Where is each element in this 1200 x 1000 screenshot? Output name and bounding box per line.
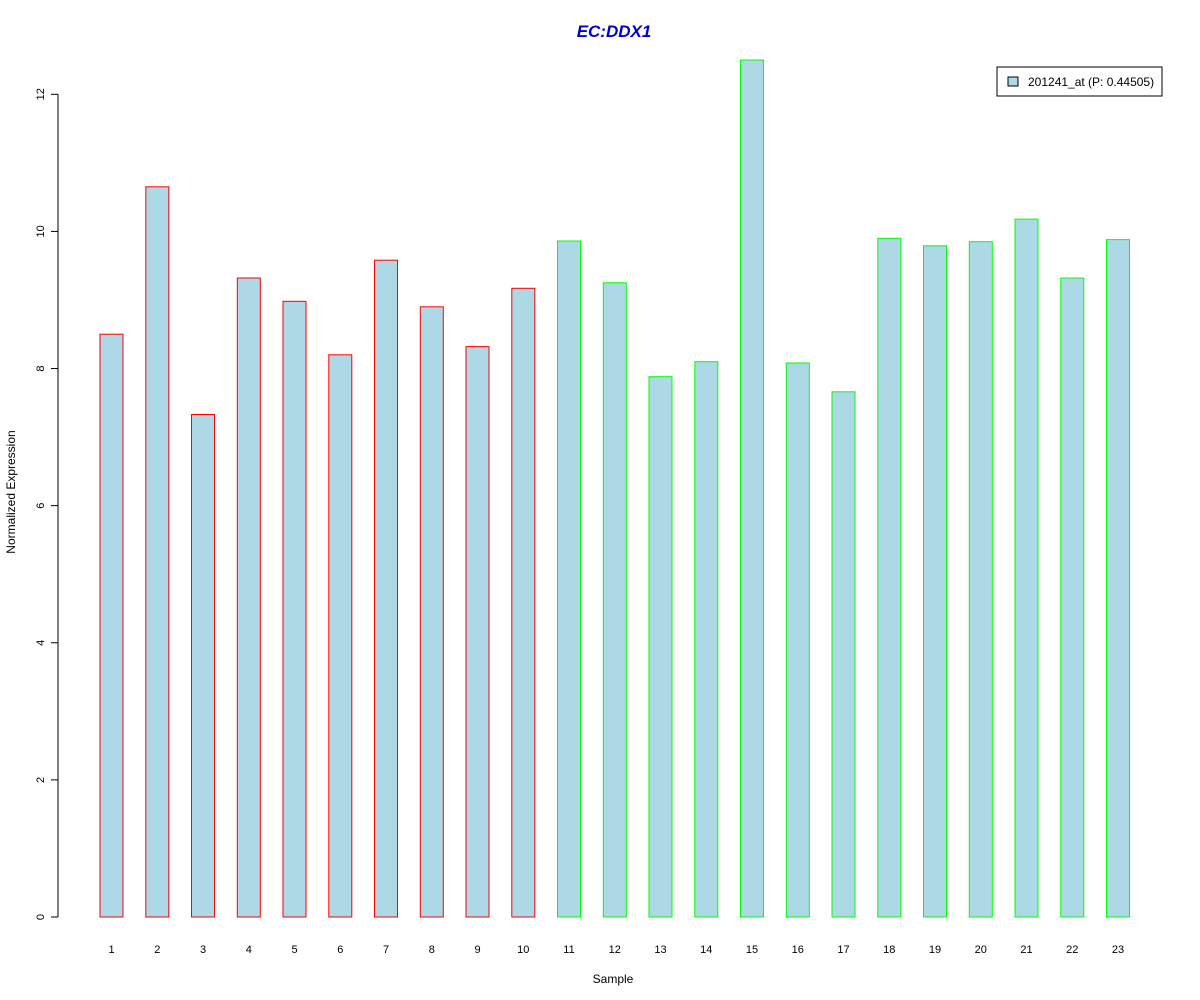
bar-sample-17 — [831, 391, 856, 918]
x-tick-label: 10 — [517, 944, 529, 956]
bar-sample-14 — [694, 361, 719, 918]
legend-entry-label: 201241_at (P: 0.44505) — [1028, 75, 1154, 89]
x-tick-label: 22 — [1066, 944, 1078, 956]
x-tick-label: 9 — [474, 944, 480, 956]
legend-swatch — [1007, 76, 1019, 87]
bar-sample-7 — [374, 259, 398, 918]
x-tick-label: 19 — [929, 944, 941, 956]
bar-sample-13 — [648, 376, 673, 918]
bar-series — [99, 59, 1130, 918]
bar-sample-2 — [145, 186, 170, 918]
bar-sample-10 — [511, 287, 536, 918]
x-tick-label: 20 — [975, 944, 987, 956]
y-tick-label: 0 — [35, 914, 47, 920]
bar-sample-15 — [740, 59, 764, 918]
y-axis: 0 2 4 6 8 10 12 — [35, 88, 59, 920]
bar-sample-18 — [877, 237, 902, 918]
y-axis-label: Normalized Expression — [4, 430, 18, 553]
x-tick-label: 15 — [746, 944, 758, 956]
x-tick-label: 3 — [200, 944, 206, 956]
x-tick-label: 6 — [337, 944, 343, 956]
bar-sample-23 — [1106, 239, 1130, 918]
x-tick-label: 21 — [1020, 944, 1032, 956]
bar-sample-16 — [785, 362, 810, 918]
y-tick-label: 12 — [35, 88, 47, 100]
bar-sample-22 — [1060, 277, 1085, 918]
x-tick-labels: 1 2 3 4 5 6 7 8 9 10 11 12 13 14 15 16 17 18 19 20 21 22 23 — [108, 944, 1124, 956]
x-tick-label: 4 — [246, 944, 252, 956]
x-tick-label: 12 — [609, 944, 621, 956]
legend-box — [996, 66, 1163, 97]
bar-sample-20 — [968, 241, 993, 918]
chart-title: EC:DDX1 — [577, 22, 652, 41]
legend: 201241_at (P: 0.44505) — [996, 66, 1163, 97]
x-tick-label: 2 — [154, 944, 160, 956]
x-tick-label: 11 — [563, 944, 574, 956]
bar-sample-9 — [465, 346, 490, 918]
x-tick-label: 5 — [291, 944, 297, 956]
y-tick-label: 8 — [35, 365, 47, 371]
y-tick-label: 6 — [35, 503, 47, 509]
x-tick-label: 1 — [108, 944, 114, 956]
bar-sample-19 — [923, 245, 947, 918]
x-tick-label: 13 — [654, 944, 666, 956]
x-tick-label: 8 — [429, 944, 435, 956]
bar-sample-6 — [328, 354, 353, 918]
bar-sample-1 — [99, 333, 124, 918]
y-tick-label: 4 — [35, 640, 47, 646]
y-tick-label: 2 — [35, 777, 47, 783]
x-tick-label: 18 — [883, 944, 895, 956]
y-tick-label: 10 — [35, 225, 47, 237]
x-tick-label: 23 — [1112, 944, 1124, 956]
bar-sample-11 — [557, 240, 581, 918]
x-tick-label: 16 — [792, 944, 804, 956]
x-tick-label: 7 — [383, 944, 389, 956]
x-axis-label: Sample — [593, 972, 634, 986]
x-tick-label: 17 — [837, 944, 849, 956]
bar-sample-4 — [236, 277, 261, 918]
x-tick-label: 14 — [700, 944, 712, 956]
bar-sample-8 — [419, 306, 444, 918]
bar-sample-5 — [282, 300, 307, 918]
bar-sample-3 — [191, 414, 215, 918]
bar-sample-12 — [602, 282, 627, 918]
bar-sample-21 — [1014, 218, 1039, 918]
